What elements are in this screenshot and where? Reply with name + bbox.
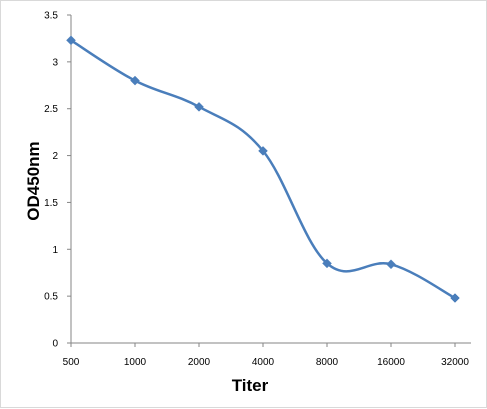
x-tick-label: 500: [63, 357, 80, 368]
series-line: [70, 39, 456, 300]
x-tick-label: 2000: [188, 357, 211, 368]
data-point-marker: [322, 258, 332, 269]
y-tick-label: 1.5: [44, 198, 58, 209]
y-tick-label: 0: [52, 339, 58, 350]
data-point-marker: [66, 35, 76, 46]
y-tick-group: 0 0.5 1 1.5 2 2.5 3 3.5: [44, 11, 71, 350]
x-axis-title: Titer: [232, 376, 269, 395]
series-group: [66, 35, 460, 303]
y-tick-label: 1: [52, 245, 58, 256]
y-tick-label: 3: [52, 57, 58, 68]
y-tick-label: 0.5: [44, 292, 58, 303]
x-tick-label: 16000: [377, 357, 405, 368]
data-point-marker: [258, 146, 268, 156]
y-axis-title: OD450nm: [24, 141, 43, 220]
x-tick-label: 32000: [441, 357, 469, 368]
data-point-marker: [130, 75, 140, 86]
data-point-marker: [194, 101, 204, 112]
y-tick-label: 3.5: [44, 11, 58, 22]
y-tick-label: 2: [52, 151, 58, 162]
x-tick-label: 8000: [316, 357, 339, 368]
x-tick-label: 4000: [252, 357, 275, 368]
y-tick-label: 2.5: [44, 104, 58, 115]
data-point-marker: [386, 259, 396, 270]
data-point-marker: [450, 293, 460, 303]
x-tick-group: 500 1000 2000 4000 8000 16000 32000: [63, 343, 469, 368]
x-tick-label: 1000: [124, 357, 147, 368]
